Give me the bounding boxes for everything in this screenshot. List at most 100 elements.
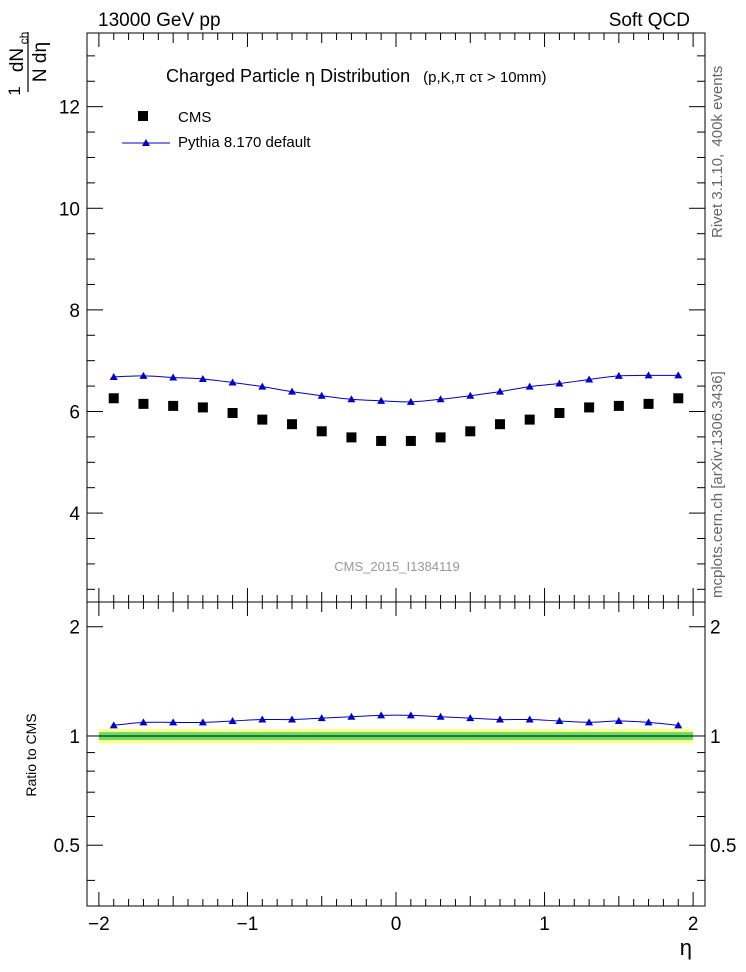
pythia-data-point [495, 387, 504, 395]
main-plot-layer [108, 371, 684, 446]
pythia-data-point [436, 395, 445, 403]
ratio-data-point [228, 716, 237, 724]
ratio-data-point [109, 721, 118, 729]
cms-data-point [227, 408, 238, 419]
pythia-data-point [644, 371, 653, 379]
analysis-id-label: CMS_2015_I1384119 [334, 559, 460, 574]
side-label-rivet: Rivet 3.1.10, 400k events [709, 66, 726, 238]
x-tick-label: 1 [539, 914, 550, 935]
ratio-data-point [377, 711, 386, 719]
ratio-data-point [525, 715, 534, 723]
ratio-y-tick-label-left: 2 [69, 618, 80, 639]
ylabel-n-deta: N dη [30, 42, 51, 82]
cms-data-point [346, 432, 357, 443]
side-label-mcplots: mcplots.cern.ch [arXiv:1306.3436] [709, 371, 726, 598]
pythia-data-point [228, 378, 237, 386]
legend-marker-cms [138, 111, 148, 121]
ratio-data-point [288, 715, 297, 723]
header-process-label: Soft QCD [609, 10, 690, 31]
pythia-data-point [347, 395, 356, 403]
cms-data-point [287, 419, 298, 430]
cms-data-point [138, 398, 149, 409]
chart-title-note: (p,K,π cτ > 10mm) [423, 69, 546, 86]
ratio-y-tick-label-right: 1 [710, 727, 721, 748]
pythia-data-point [139, 371, 148, 379]
x-tick-label: 0 [391, 914, 402, 935]
cms-data-point [435, 432, 446, 443]
cms-data-point [316, 426, 327, 437]
ratio-data-point [614, 716, 623, 724]
ratio-y-tick-label-left: 0.5 [54, 836, 80, 857]
ratio-data-point [674, 721, 683, 729]
pythia-data-point [406, 397, 415, 405]
ratio-data-point [317, 714, 326, 722]
cms-data-point [257, 414, 268, 425]
x-tick-label: 2 [688, 914, 699, 935]
main-y-tick-label: 8 [69, 301, 80, 322]
cms-data-point [524, 414, 535, 425]
main-y-tick-label: 12 [59, 98, 80, 119]
ratio-data-point [555, 716, 564, 724]
cms-data-point [673, 393, 684, 404]
ratio-plot-layer [98, 711, 694, 744]
pythia-data-point [198, 374, 207, 382]
ratio-data-point [495, 715, 504, 723]
ratio-data-point [169, 718, 178, 726]
cms-data-point [376, 435, 387, 446]
ylabel-dn-subscript: ch [17, 32, 31, 45]
pythia-data-point [674, 371, 683, 379]
x-tick-label: −2 [88, 914, 110, 935]
pythia-data-point [169, 373, 178, 381]
pythia-data-point [466, 391, 475, 399]
pythia-data-point [555, 379, 564, 387]
pythia-data-point [317, 391, 326, 399]
cms-data-point [405, 435, 416, 446]
pythia-line [113, 374, 679, 403]
cms-data-point [554, 408, 565, 419]
ratio-panel-frame [86, 601, 706, 907]
main-y-tick-label: 6 [69, 402, 80, 423]
cms-data-point [643, 398, 654, 409]
ratio-pythia-line [113, 714, 679, 726]
cms-data-point [197, 402, 208, 413]
pythia-data-point [525, 382, 534, 390]
ratio-y-tick-label-right: 2 [710, 618, 721, 639]
pythia-data-point [377, 396, 386, 404]
pythia-data-point [109, 372, 118, 380]
ratio-data-point [139, 718, 148, 726]
cms-data-point [465, 426, 476, 437]
cms-data-point [494, 419, 505, 430]
ratio-y-tick-label-right: 0.5 [710, 836, 736, 857]
cms-data-point [584, 402, 595, 413]
ratio-data-point [644, 718, 653, 726]
ratio-data-point [198, 718, 207, 726]
chart-title: Charged Particle η Distribution (p,K,π c… [166, 66, 547, 86]
cms-data-point [613, 400, 624, 411]
ratio-data-point [258, 715, 267, 723]
main-y-tick-label: 4 [69, 504, 80, 525]
pythia-data-point [258, 382, 267, 390]
ratio-data-point [347, 712, 356, 720]
cms-data-point [168, 400, 179, 411]
main-y-tick-label: 10 [59, 199, 80, 220]
chart-title-main: Charged Particle η Distribution [166, 66, 410, 86]
legend-label-cms: CMS [178, 109, 211, 126]
legend-marker-pythia [142, 139, 150, 146]
ratio-y-axis-label: Ratio to CMS [23, 713, 39, 796]
x-axis-label: η [680, 935, 692, 960]
ratio-data-point [466, 714, 475, 722]
pythia-data-point [585, 375, 594, 383]
header-energy-label: 13000 GeV pp [98, 10, 221, 31]
legend-label-pythia: Pythia 8.170 default [178, 134, 311, 151]
main-y-axis-label: 1 dN ch N dη [5, 32, 51, 96]
pythia-data-point [614, 371, 623, 379]
ratio-data-point [406, 711, 415, 719]
ratio-y-tick-label-left: 1 [69, 727, 80, 748]
ratio-data-point [436, 712, 445, 720]
cms-data-point [108, 393, 119, 404]
ylabel-dn: dN [7, 48, 28, 72]
x-tick-label: −1 [237, 914, 259, 935]
ratio-data-point [585, 718, 594, 726]
